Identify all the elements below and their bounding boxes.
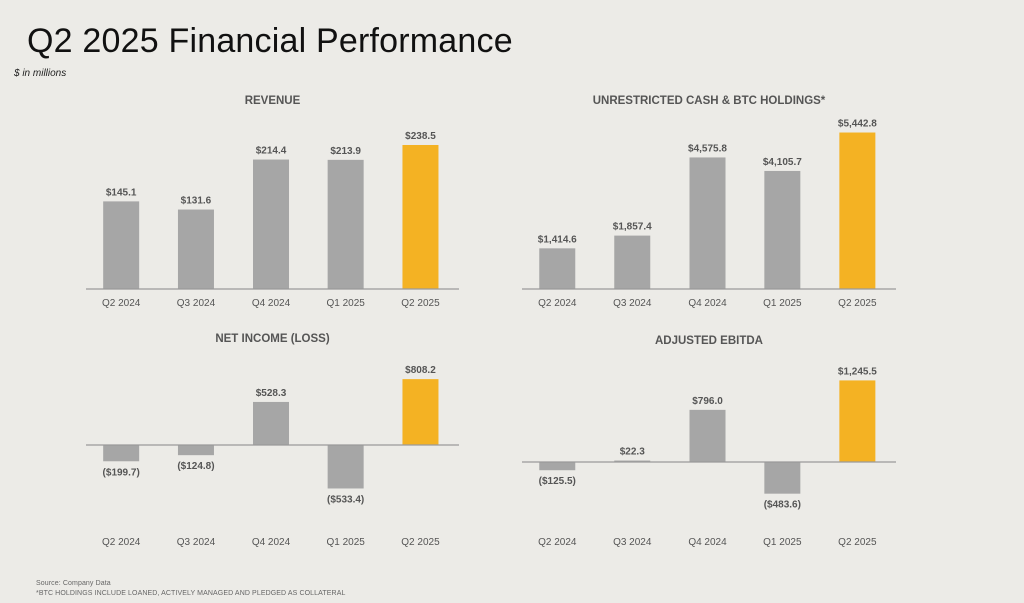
net-income-bar (177, 445, 214, 456)
revenue-value-label: $238.5 (405, 131, 436, 142)
net-income-bar (103, 445, 140, 462)
revenue-x-tick-label: Q4 2024 (252, 298, 291, 309)
page-title: Q2 2025 Financial Performance (27, 22, 513, 60)
cash-btc-chart-title: UNRESTRICTED CASH & BTC HOLDINGS* (593, 95, 826, 107)
cash-btc-bar (539, 248, 576, 289)
net-income-value-label: ($199.7) (103, 467, 140, 478)
revenue-x-tick-label: Q3 2024 (177, 298, 216, 309)
net-income-x-tick-label: Q2 2025 (401, 537, 440, 548)
adjusted-ebitda-value-label: $1,245.5 (838, 366, 877, 377)
cash-btc-value-label: $1,414.6 (538, 234, 577, 245)
cash-btc-bar (839, 132, 876, 289)
cash-btc-bar (614, 235, 651, 289)
revenue-bar (327, 159, 364, 289)
cash-btc-x-tick-label: Q1 2025 (763, 298, 802, 309)
net-income-bar (402, 379, 439, 445)
cash-btc-bar (764, 170, 801, 289)
net-income-bar (253, 401, 290, 445)
revenue-bar (103, 201, 140, 289)
net-income-value-label: $528.3 (256, 388, 287, 399)
cash-btc-x-tick-label: Q2 2025 (838, 298, 877, 309)
revenue-bar (177, 209, 214, 289)
adjusted-ebitda-bar (689, 409, 726, 462)
cash-btc-x-tick-label: Q2 2024 (538, 298, 577, 309)
adjusted-ebitda-x-tick-label: Q4 2024 (688, 537, 727, 548)
revenue-value-label: $214.4 (256, 146, 287, 157)
cash-btc-value-label: $4,575.8 (688, 143, 727, 154)
adjusted-ebitda-x-tick-label: Q3 2024 (613, 537, 652, 548)
cash-btc-value-label: $5,442.8 (838, 119, 877, 130)
revenue-bar (402, 144, 439, 289)
adjusted-ebitda-x-tick-label: Q1 2025 (763, 537, 802, 548)
adjusted-ebitda-value-label: $22.3 (620, 447, 645, 458)
net-income-value-label: $808.2 (405, 365, 436, 376)
adjusted-ebitda-value-label: $796.0 (692, 396, 723, 407)
revenue-x-tick-label: Q2 2025 (401, 298, 440, 309)
revenue-chart-title: REVENUE (245, 95, 301, 107)
net-income-bar (327, 445, 364, 489)
revenue-x-tick-label: Q1 2025 (326, 298, 365, 309)
revenue-value-label: $131.6 (181, 196, 212, 207)
adjusted-ebitda-value-label: ($483.6) (764, 500, 801, 511)
source-footnote: Source: Company Data (36, 580, 111, 587)
adjusted-ebitda-bar (839, 380, 876, 462)
adjusted-ebitda-value-label: ($125.5) (539, 476, 576, 487)
cash-btc-x-tick-label: Q4 2024 (688, 298, 727, 309)
revenue-bar (253, 159, 290, 289)
adjusted-ebitda-x-tick-label: Q2 2025 (838, 537, 877, 548)
net-income-value-label: ($533.4) (327, 494, 364, 505)
revenue-value-label: $213.9 (330, 146, 361, 157)
revenue-x-tick-label: Q2 2024 (102, 298, 141, 309)
net-income-x-tick-label: Q1 2025 (326, 537, 365, 548)
adjusted-ebitda-bar (614, 460, 651, 463)
adjusted-ebitda-bar (764, 462, 801, 494)
net-income-x-tick-label: Q3 2024 (177, 537, 216, 548)
net-income-value-label: ($124.8) (177, 461, 214, 472)
net-income-x-tick-label: Q4 2024 (252, 537, 291, 548)
adjusted-ebitda-bar (539, 462, 576, 471)
adjusted-ebitda-chart-title: ADJUSTED EBITDA (655, 335, 763, 347)
btc-footnote: *BTC HOLDINGS INCLUDE LOANED, ACTIVELY M… (36, 590, 346, 597)
revenue-value-label: $145.1 (106, 187, 137, 198)
cash-btc-value-label: $4,105.7 (763, 157, 802, 168)
cash-btc-value-label: $1,857.4 (613, 222, 652, 233)
net-income-chart-title: NET INCOME (LOSS) (215, 333, 330, 345)
net-income-x-tick-label: Q2 2024 (102, 537, 141, 548)
adjusted-ebitda-x-tick-label: Q2 2024 (538, 537, 577, 548)
cash-btc-bar (689, 157, 726, 289)
units-subtitle: $ in millions (14, 68, 67, 79)
cash-btc-x-tick-label: Q3 2024 (613, 298, 652, 309)
